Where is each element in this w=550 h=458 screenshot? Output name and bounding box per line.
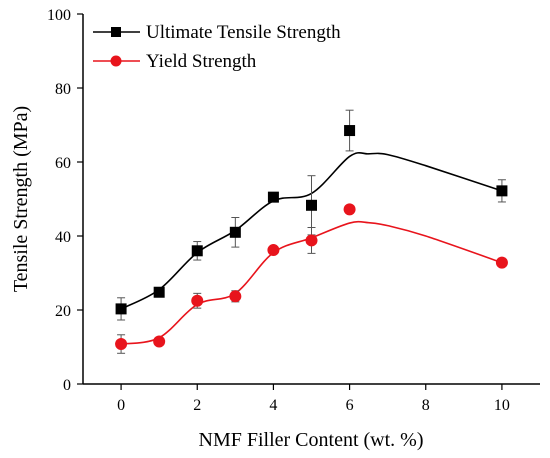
point-ys xyxy=(115,338,128,351)
y-tick-label: 0 xyxy=(63,377,71,394)
data-points xyxy=(115,125,508,351)
point-uts xyxy=(153,286,165,298)
x-axis-title: NMF Filler Content (wt. %) xyxy=(199,429,424,451)
legend-item-ys: Yield Strength xyxy=(93,51,257,72)
y-tick-label: 40 xyxy=(55,229,71,246)
legend-label-ys: Yield Strength xyxy=(146,51,257,72)
x-tick-label: 4 xyxy=(269,397,277,414)
legend-item-uts: Ultimate Tensile Strength xyxy=(93,22,341,43)
point-ys xyxy=(495,256,508,269)
point-ys xyxy=(343,203,356,216)
point-uts xyxy=(267,191,279,203)
x-tick-label: 2 xyxy=(193,397,201,414)
point-uts xyxy=(191,245,203,257)
y-tick-label: 100 xyxy=(47,7,71,24)
point-ys xyxy=(191,294,204,307)
y-tick-label: 20 xyxy=(55,303,71,320)
x-tick-label: 6 xyxy=(346,397,354,414)
x-tick-label: 0 xyxy=(117,397,125,414)
point-uts xyxy=(496,185,508,197)
point-uts xyxy=(115,303,127,315)
point-ys xyxy=(229,290,242,303)
point-ys xyxy=(267,244,280,257)
point-ys xyxy=(153,335,166,348)
y-axis-title: Tensile Strength (MPa) xyxy=(10,106,32,292)
plot-frame xyxy=(82,14,540,385)
legend-marker-uts xyxy=(111,27,121,37)
x-tick-label: 8 xyxy=(422,397,430,414)
legend-label-uts: Ultimate Tensile Strength xyxy=(146,22,341,43)
error-bars xyxy=(117,109,506,354)
legend: Ultimate Tensile Strength Yield Strength xyxy=(93,22,341,72)
legend-marker-ys xyxy=(110,55,122,67)
x-tick-label: 10 xyxy=(494,397,510,414)
point-uts xyxy=(306,199,317,211)
point-uts xyxy=(229,226,241,238)
x-ticks: 0 2 4 6 8 10 xyxy=(117,384,510,414)
point-ys xyxy=(305,234,318,247)
y-tick-label: 60 xyxy=(55,155,71,172)
y-tick-label: 80 xyxy=(55,81,71,98)
y-ticks: 0 20 40 60 80 100 xyxy=(47,7,83,394)
point-uts xyxy=(344,125,356,137)
